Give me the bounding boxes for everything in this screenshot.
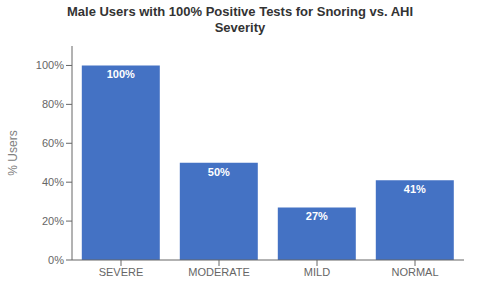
svg-text:41%: 41%: [404, 183, 426, 195]
svg-text:MODERATE: MODERATE: [188, 266, 250, 278]
html-text:Male Users with 100% Positive: Male Users with 100% Positive Tests for …: [67, 4, 413, 35]
svg-text:0%: 0%: [48, 254, 64, 266]
svg-text:NORMAL: NORMAL: [391, 266, 438, 278]
svg-text:20%: 20%: [42, 215, 64, 227]
svg-text:40%: 40%: [42, 176, 64, 188]
svg-text:% Users: % Users: [8, 130, 20, 175]
svg-text:27%: 27%: [306, 210, 328, 222]
svg-text:MILD: MILD: [304, 266, 330, 278]
svg-text:SEVERE: SEVERE: [99, 266, 144, 278]
svg-text:100%: 100%: [107, 68, 135, 80]
svg-text:100%: 100%: [36, 59, 64, 71]
svg-text:80%: 80%: [42, 98, 64, 110]
svg-text:60%: 60%: [42, 137, 64, 149]
svg-text:50%: 50%: [208, 166, 230, 178]
